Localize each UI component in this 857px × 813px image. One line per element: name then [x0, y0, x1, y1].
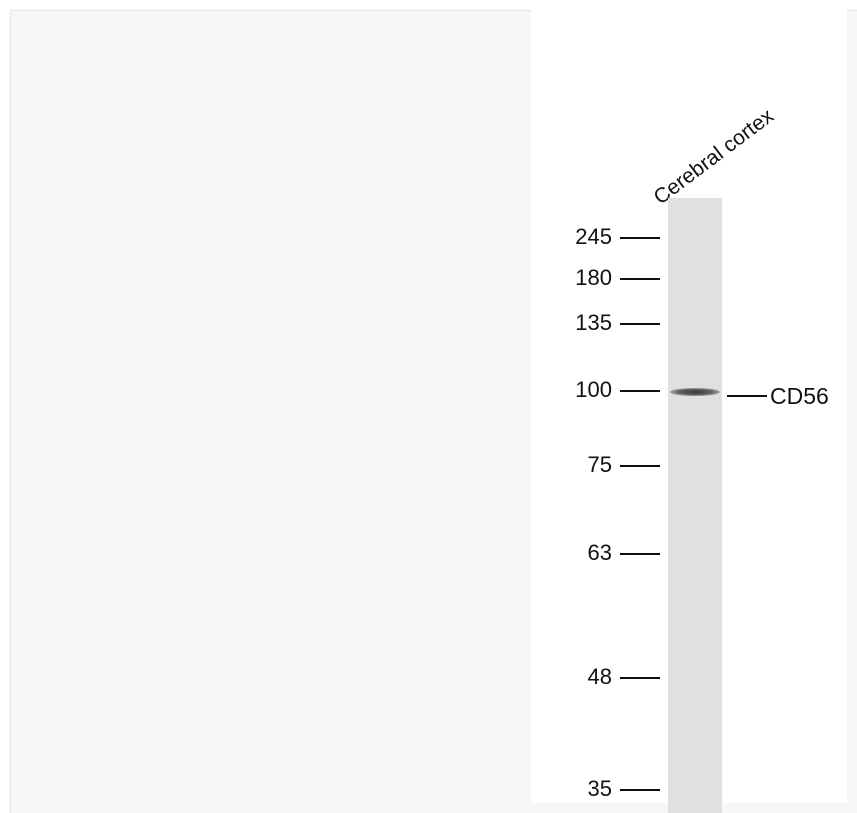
- marker-245: 245: [540, 225, 660, 249]
- marker-tick: [620, 390, 660, 392]
- marker-label: 180: [575, 265, 612, 290]
- blot-lane: [668, 198, 722, 813]
- marker-180: 180: [540, 266, 660, 290]
- marker-label: 135: [575, 310, 612, 335]
- marker-tick: [620, 237, 660, 239]
- marker-100: 100: [540, 378, 660, 402]
- marker-63: 63: [540, 541, 660, 565]
- marker-tick: [620, 789, 660, 791]
- cd56-band: [670, 388, 720, 396]
- marker-label: 100: [575, 377, 612, 402]
- marker-tick: [620, 465, 660, 467]
- marker-label: 35: [587, 776, 612, 801]
- marker-label: 245: [575, 224, 612, 249]
- marker-35: 35: [540, 777, 660, 801]
- marker-tick: [620, 677, 660, 679]
- protein-pointer-line: [727, 395, 767, 397]
- marker-label: 63: [587, 540, 612, 565]
- marker-label: 75: [587, 452, 612, 477]
- marker-tick: [620, 553, 660, 555]
- marker-48: 48: [540, 665, 660, 689]
- marker-label: 48: [587, 664, 612, 689]
- marker-135: 135: [540, 311, 660, 335]
- protein-label: CD56: [770, 383, 829, 409]
- marker-tick: [620, 323, 660, 325]
- marker-tick: [620, 278, 660, 280]
- marker-75: 75: [540, 453, 660, 477]
